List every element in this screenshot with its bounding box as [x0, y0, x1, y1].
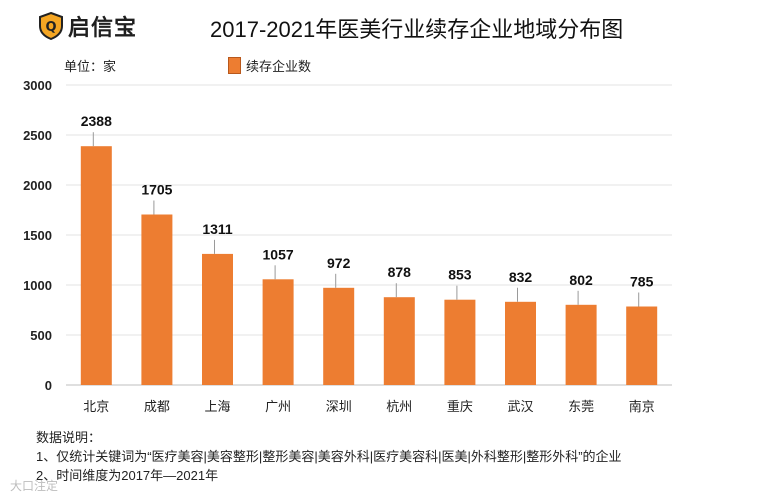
brand-logo: Q 启信宝	[38, 10, 137, 42]
data-label: 785	[630, 274, 654, 290]
data-label: 1311	[202, 221, 233, 237]
x-tick-label: 上海	[204, 400, 230, 415]
data-label: 878	[388, 264, 412, 280]
y-tick-label: 2000	[23, 178, 52, 193]
x-tick-label: 重庆	[447, 399, 473, 415]
bar	[565, 304, 597, 385]
data-label: 832	[509, 269, 533, 285]
y-tick-label: 2500	[23, 128, 52, 143]
x-tick-label: 武汉	[507, 400, 533, 415]
x-tick-label: 成都	[144, 400, 170, 415]
svg-text:Q: Q	[45, 20, 56, 35]
x-tick-label: 南京	[629, 399, 655, 415]
brand-name: 启信宝	[68, 15, 138, 40]
chart-title: 2017-2021年医美行业续存企业地域分布图	[210, 17, 624, 42]
data-label: 2388	[81, 113, 112, 129]
shield-icon: Q	[39, 12, 63, 40]
data-notes: 数据说明： 1、仅统计关键词为“医疗美容|美容整形|整形美容|美容外科|医疗美容…	[36, 428, 622, 485]
data-label: 802	[569, 272, 593, 288]
x-tick-label: 东莞	[568, 400, 594, 415]
bar-chart: 0 500 1000 1500 2000 2500 3000 2388 北京 1705 成都 1311…	[23, 78, 672, 415]
x-tick-label: 杭州	[386, 400, 412, 415]
data-label: 853	[448, 267, 472, 283]
notes-line-2: 2、时间维度为2017年—2021年	[36, 468, 219, 483]
y-tick-label: 3000	[23, 78, 52, 93]
notes-line-1: 1、仅统计关键词为“医疗美容|美容整形|整形美容|美容外科|医疗美容科|医美|外…	[36, 449, 622, 464]
legend-swatch	[228, 57, 241, 74]
x-tick-label: 深圳	[326, 400, 352, 415]
bar	[80, 146, 112, 385]
bar	[262, 279, 294, 385]
watermark: 大口注定	[10, 479, 59, 493]
bar	[323, 287, 355, 385]
bar	[383, 297, 415, 385]
bar	[505, 301, 536, 385]
y-tick-label: 500	[30, 328, 52, 343]
y-tick-label: 1000	[23, 278, 52, 293]
data-label: 1705	[141, 182, 172, 198]
legend: 续存企业数	[228, 56, 311, 75]
x-tick-label: 北京	[83, 400, 109, 415]
y-tick-label: 0	[45, 378, 52, 393]
bar	[202, 253, 233, 385]
data-label: 1057	[263, 246, 294, 262]
legend-label: 续存企业数	[246, 59, 312, 74]
unit-label: 单位：家	[64, 59, 117, 74]
notes-heading: 数据说明：	[36, 430, 102, 445]
bar	[141, 214, 173, 385]
y-tick-label: 1500	[23, 228, 52, 243]
bar	[626, 306, 658, 385]
bar	[444, 299, 476, 385]
x-tick-label: 广州	[265, 400, 291, 415]
data-label: 972	[327, 255, 351, 271]
